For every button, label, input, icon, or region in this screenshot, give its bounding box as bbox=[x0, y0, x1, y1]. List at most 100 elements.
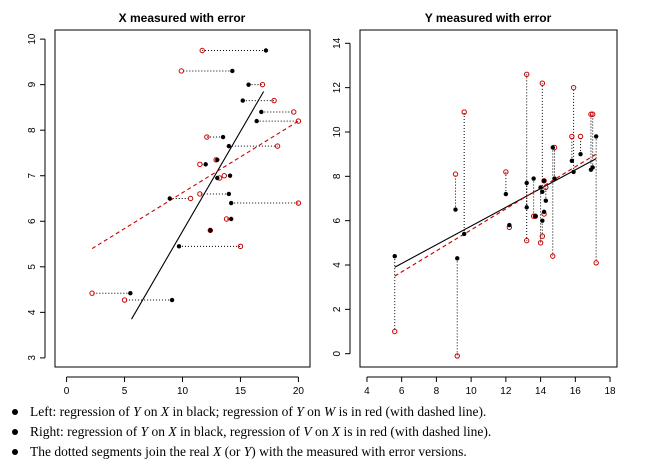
panel0-x-tick-label: 15 bbox=[235, 386, 247, 397]
panel0-y-tick-label: 5 bbox=[27, 264, 38, 270]
right-panel-title: Y measured with error bbox=[425, 11, 552, 25]
panel0-x-tick-label: 5 bbox=[122, 386, 128, 397]
panel0-fit-line-true bbox=[131, 91, 265, 320]
caption-var: Y bbox=[296, 404, 304, 419]
figure: X measured with error 0 5 10 15 20345678910 … bbox=[27, 11, 618, 397]
caption-var: Y bbox=[243, 444, 252, 459]
caption-var: Y bbox=[133, 404, 141, 419]
panel1-measured-point bbox=[570, 84, 577, 91]
panel1-measured-point bbox=[577, 133, 584, 140]
panel0-measured-point bbox=[291, 109, 297, 115]
panel0-y-tick-label: 3 bbox=[27, 355, 38, 361]
panel1-y-tick-label: 10 bbox=[332, 126, 343, 138]
panel0-measured-point bbox=[89, 290, 95, 296]
left-panel: X measured with error 0 5 10 15 20 3 4 5 6 7 8 9 10 bbox=[27, 11, 311, 397]
panel1-true-point bbox=[541, 178, 547, 183]
panel0-true-point bbox=[246, 82, 251, 87]
panel1-true-point bbox=[540, 218, 545, 223]
panel1-measured-point bbox=[539, 233, 546, 239]
panel1-measured-point bbox=[593, 260, 599, 266]
panel0-measured-point bbox=[121, 297, 128, 303]
panel1-true-point bbox=[392, 253, 397, 259]
panel0-y-tick-label: 6 bbox=[27, 218, 38, 224]
panel1-y-tick-label: 2 bbox=[332, 306, 343, 312]
caption-item: The dotted segments join the real X (or … bbox=[8, 442, 648, 462]
panel0-true-point bbox=[228, 200, 234, 206]
panel1-x-tick-label: 10 bbox=[466, 386, 478, 397]
panel1-y-tick-label: 0 bbox=[332, 350, 343, 356]
panel0-true-point bbox=[215, 157, 220, 162]
panel1-true-point bbox=[507, 222, 512, 228]
caption-text: The dotted segments join the real bbox=[30, 444, 213, 459]
panel0-measured-point bbox=[178, 68, 185, 74]
panel1-true-point bbox=[552, 176, 557, 181]
panel1-measured-point bbox=[569, 133, 575, 140]
caption-text: Right: regression of bbox=[30, 424, 141, 439]
panel0-y-tick-label: 9 bbox=[27, 81, 38, 87]
panel0-measured-point bbox=[259, 81, 266, 88]
panel0-plot-frame bbox=[54, 29, 311, 368]
panel1-true-point bbox=[461, 231, 467, 237]
panel1-measured-point bbox=[537, 240, 544, 246]
panel1-true-point bbox=[543, 198, 549, 203]
panel0-true-point bbox=[215, 175, 220, 181]
caption-text: is in red (with dashed line). bbox=[340, 424, 492, 439]
panel0-measured-point bbox=[197, 191, 203, 197]
panel1-true-point bbox=[571, 169, 576, 175]
caption-var: X bbox=[212, 444, 222, 459]
caption-var: Y bbox=[140, 424, 149, 439]
panel0-fit-line-measured bbox=[91, 120, 299, 250]
panel1-measured-point bbox=[524, 71, 530, 78]
panel0-y-tick-label: 4 bbox=[27, 309, 38, 315]
panel0-y-tick-label: 7 bbox=[27, 173, 38, 179]
panel1-true-point bbox=[540, 189, 545, 195]
caption-item: Left: regression of Y on X in black; reg… bbox=[8, 402, 648, 422]
panel1-true-point bbox=[550, 145, 555, 150]
panel0-measured-point bbox=[187, 195, 194, 202]
panel0-true-point bbox=[128, 291, 133, 296]
panel1-true-point bbox=[538, 185, 543, 190]
panel1-x-tick-label: 4 bbox=[364, 386, 370, 397]
panel0-true-point bbox=[220, 134, 226, 140]
panel1-y-tick-label: 4 bbox=[332, 262, 343, 268]
caption-text: on bbox=[148, 424, 169, 439]
panel1-measured-point bbox=[454, 353, 460, 359]
caption-var: W bbox=[323, 404, 336, 419]
panel0-measured-point bbox=[237, 243, 244, 250]
panel1-measured-point bbox=[539, 80, 546, 86]
caption-list: Left: regression of Y on X in black; reg… bbox=[8, 402, 648, 462]
panel1-true-point bbox=[569, 158, 575, 164]
panel1-true-point bbox=[531, 176, 536, 181]
caption-item: Right: regression of Y on X in black, re… bbox=[8, 422, 648, 442]
panel1-true-point bbox=[533, 214, 538, 219]
caption-text: on bbox=[311, 424, 332, 439]
caption-var: X bbox=[331, 424, 341, 439]
caption-text: on bbox=[140, 404, 161, 419]
panel1-true-point bbox=[590, 165, 595, 170]
panel0-true-point bbox=[263, 48, 269, 53]
caption-text: (or bbox=[221, 444, 244, 459]
caption-text: ) with the measured with error versions. bbox=[251, 444, 467, 459]
panel0-measured-point bbox=[295, 118, 302, 124]
panel0-true-point bbox=[259, 109, 264, 115]
panel0-measured-point bbox=[295, 200, 302, 206]
panel1-true-point bbox=[503, 191, 509, 197]
panel1-x-tick-label: 8 bbox=[434, 386, 440, 397]
panel1-x-tick-label: 14 bbox=[535, 386, 547, 397]
caption-var: X bbox=[168, 424, 177, 439]
panel1-true-point bbox=[455, 256, 460, 261]
panel1-true-point bbox=[593, 134, 599, 139]
panel0-true-point bbox=[226, 143, 232, 149]
panel0-measured-point bbox=[271, 97, 277, 104]
right-panel: Y measured with error 4 6 8 10 12 14 16 18 0 2 4 6 8… bbox=[332, 11, 618, 397]
panel0-true-point bbox=[230, 68, 235, 74]
left-panel-title: X measured with error bbox=[119, 11, 246, 25]
panel1-measured-point bbox=[543, 184, 549, 191]
panel0-true-point bbox=[228, 216, 234, 222]
panel0-true-point bbox=[203, 162, 208, 167]
panel0-true-point bbox=[167, 196, 172, 201]
panel0-x-tick-label: 20 bbox=[293, 386, 305, 397]
panel0-true-point bbox=[227, 173, 233, 178]
panel1-measured-point bbox=[503, 169, 509, 175]
caption-text: in black, regression of bbox=[176, 424, 304, 439]
